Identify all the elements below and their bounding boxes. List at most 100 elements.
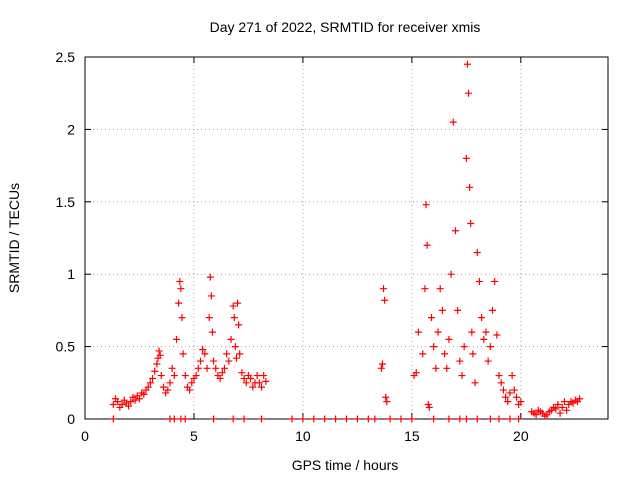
data-point xyxy=(181,415,189,423)
data-point xyxy=(208,328,216,336)
x-tick-label: 0 xyxy=(81,428,89,444)
data-point xyxy=(177,285,185,293)
data-point xyxy=(463,60,471,68)
data-point xyxy=(146,379,154,387)
data-point xyxy=(502,393,510,401)
data-point xyxy=(223,350,231,358)
data-point xyxy=(491,277,499,285)
data-point xyxy=(469,350,477,358)
data-point xyxy=(449,118,457,126)
data-point xyxy=(135,395,143,403)
data-point xyxy=(140,390,148,398)
data-point xyxy=(436,285,444,293)
data-point xyxy=(151,367,159,375)
data-point xyxy=(196,357,204,365)
data-point xyxy=(229,415,237,423)
data-point xyxy=(118,401,126,409)
x-tick-label: 5 xyxy=(190,428,198,444)
data-point xyxy=(203,364,211,372)
data-point xyxy=(556,409,564,417)
data-point xyxy=(473,248,481,256)
plot-frame xyxy=(84,56,609,420)
data-point xyxy=(164,386,172,394)
data-point xyxy=(179,350,187,358)
data-point xyxy=(170,372,178,380)
data-point xyxy=(114,398,122,406)
data-point xyxy=(468,328,476,336)
data-point xyxy=(210,357,218,365)
data-point xyxy=(451,227,459,235)
data-point xyxy=(383,398,391,406)
data-point xyxy=(232,354,240,362)
data-point xyxy=(234,299,242,307)
data-point xyxy=(227,335,235,343)
data-point xyxy=(176,277,184,285)
data-point xyxy=(423,241,431,249)
data-point xyxy=(212,364,220,372)
x-axis-label: GPS time / hours xyxy=(292,457,399,473)
data-point xyxy=(144,383,152,391)
data-point xyxy=(258,415,266,423)
data-point xyxy=(480,335,488,343)
y-tick-label: 1.5 xyxy=(56,194,76,210)
data-point xyxy=(155,347,163,355)
data-point xyxy=(156,351,164,359)
data-point xyxy=(109,401,117,409)
data-point xyxy=(517,398,525,406)
data-point xyxy=(380,285,388,293)
data-point xyxy=(153,360,161,368)
x-tick-label: 15 xyxy=(404,428,420,444)
data-point xyxy=(510,386,518,394)
tick-layer: 0 5 10 15 20 0 0.5 1 1.5 2 2.5 xyxy=(56,49,608,444)
data-point xyxy=(288,415,296,423)
data-point xyxy=(149,374,157,382)
data-point xyxy=(249,383,257,391)
data-point xyxy=(157,372,165,380)
data-point xyxy=(377,364,385,372)
data-point xyxy=(353,415,361,423)
data-point xyxy=(216,374,224,382)
data-point xyxy=(181,372,189,380)
data-point xyxy=(218,369,226,377)
data-point xyxy=(421,285,429,293)
data-point xyxy=(378,360,386,368)
data-point xyxy=(229,302,237,310)
data-point xyxy=(560,398,568,406)
data-point xyxy=(236,350,244,358)
data-point xyxy=(467,220,475,228)
y-tick-label: 1 xyxy=(67,266,75,282)
data-point xyxy=(230,314,238,322)
data-point xyxy=(381,296,389,304)
data-point xyxy=(484,357,492,365)
data-point xyxy=(205,314,213,322)
data-point xyxy=(506,415,514,423)
data-point xyxy=(427,314,435,322)
data-point xyxy=(447,270,455,278)
data-point xyxy=(260,372,268,380)
data-point xyxy=(504,398,512,406)
data-point xyxy=(371,415,379,423)
data-point xyxy=(231,343,239,351)
data-point xyxy=(240,415,248,423)
data-point xyxy=(220,364,228,372)
data-point xyxy=(242,379,250,387)
data-point xyxy=(462,415,470,423)
data-point xyxy=(466,183,474,191)
data-point xyxy=(532,411,540,419)
data-points xyxy=(109,60,584,423)
data-point xyxy=(332,415,340,423)
data-point xyxy=(462,154,470,162)
data-point xyxy=(430,343,438,351)
data-point xyxy=(515,415,523,423)
y-tick-label: 0.5 xyxy=(56,339,76,355)
data-point xyxy=(159,383,167,391)
data-point xyxy=(454,306,462,314)
data-point xyxy=(508,372,516,380)
data-point xyxy=(166,379,174,387)
data-point xyxy=(109,415,117,423)
data-point xyxy=(131,396,139,404)
data-point xyxy=(343,415,350,423)
data-point xyxy=(192,372,200,380)
data-point xyxy=(206,273,214,281)
data-point xyxy=(445,335,453,343)
